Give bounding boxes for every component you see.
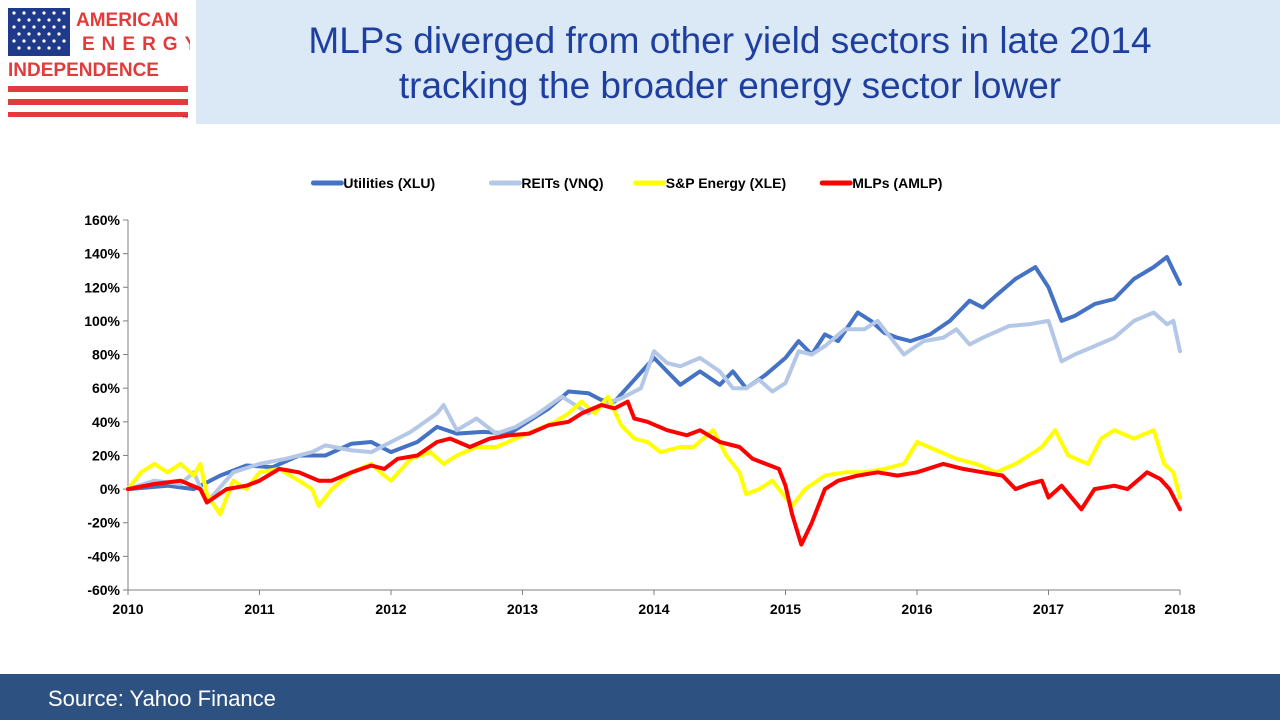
series-line-mlps-amlp [126,399,1182,547]
y-tick-label: 140% [84,246,120,262]
x-tick-label: 2010 [112,601,143,617]
y-tick-label: 120% [84,279,120,295]
source-note: Source: Yahoo Finance [48,686,276,711]
slide-title-line-2: tracking the broader energy sector lower [398,65,1062,106]
flag-stripe [8,112,188,117]
x-tick-label: 2015 [770,601,801,617]
x-tick-label: 2016 [901,601,932,617]
logo-line-american: AMERICAN [76,10,178,31]
logo-trademark: ™ [182,115,188,120]
footer-bar: Source: Yahoo Finance [0,674,1280,720]
legend-label: Utilities (XLU) [343,175,435,191]
legend-label: REITs (VNQ) [521,175,603,191]
x-tick-label: 2012 [375,601,406,617]
x-tick-label: 2013 [507,601,538,617]
y-tick-label: 20% [92,447,121,463]
flag-stars [12,11,66,50]
y-tick-label: -20% [87,515,120,531]
slide-title: MLPs diverged from other yield sectors i… [200,18,1260,108]
y-tick-label: 40% [92,414,121,430]
y-tick-label: -40% [87,548,120,564]
header: AMERICAN ENERGY INDEPENDENCE ™ MLPs dive… [0,0,1280,124]
y-tick-label: 100% [84,313,120,329]
chart-series [126,255,1182,547]
legend-label: MLPs (AMLP) [852,175,942,191]
x-tick-label: 2011 [244,601,275,617]
y-tick-label: -60% [87,582,120,598]
slide-title-line-1: MLPs diverged from other yield sectors i… [308,20,1152,61]
y-tick-label: 80% [92,347,121,363]
x-tick-label: 2018 [1164,601,1195,617]
x-tick-label: 2017 [1033,601,1064,617]
x-tick-label: 2014 [638,601,669,617]
series-line-s-p-energy-xle [126,394,1182,517]
y-tick-label: 160% [84,212,120,228]
logo-line-energy: ENERGY [82,34,190,55]
header-band [196,0,1280,124]
chart-legend: Utilities (XLU) REITs (VNQ) S&P Energy (XL… [310,175,942,191]
y-tick-label: 60% [92,380,121,396]
series-line-reits-vnq [126,310,1182,505]
y-tick-label: 0% [100,481,121,497]
series-line-utilities-xlu [126,255,1182,492]
legend-label: S&P Energy (XLE) [666,175,786,191]
flag-stripe [8,86,188,92]
logo-line-independence: INDEPENDENCE [8,60,159,81]
american-energy-independence-logo: AMERICAN ENERGY INDEPENDENCE ™ [8,8,190,120]
line-chart: Utilities (XLU) REITs (VNQ) S&P Energy (XL… [84,175,1196,617]
chart-axes: 160% 140% 120% 100% 80% 60% 40% 20% 0% -20% -40% -6… [84,212,1196,617]
flag-stripe [8,99,188,105]
